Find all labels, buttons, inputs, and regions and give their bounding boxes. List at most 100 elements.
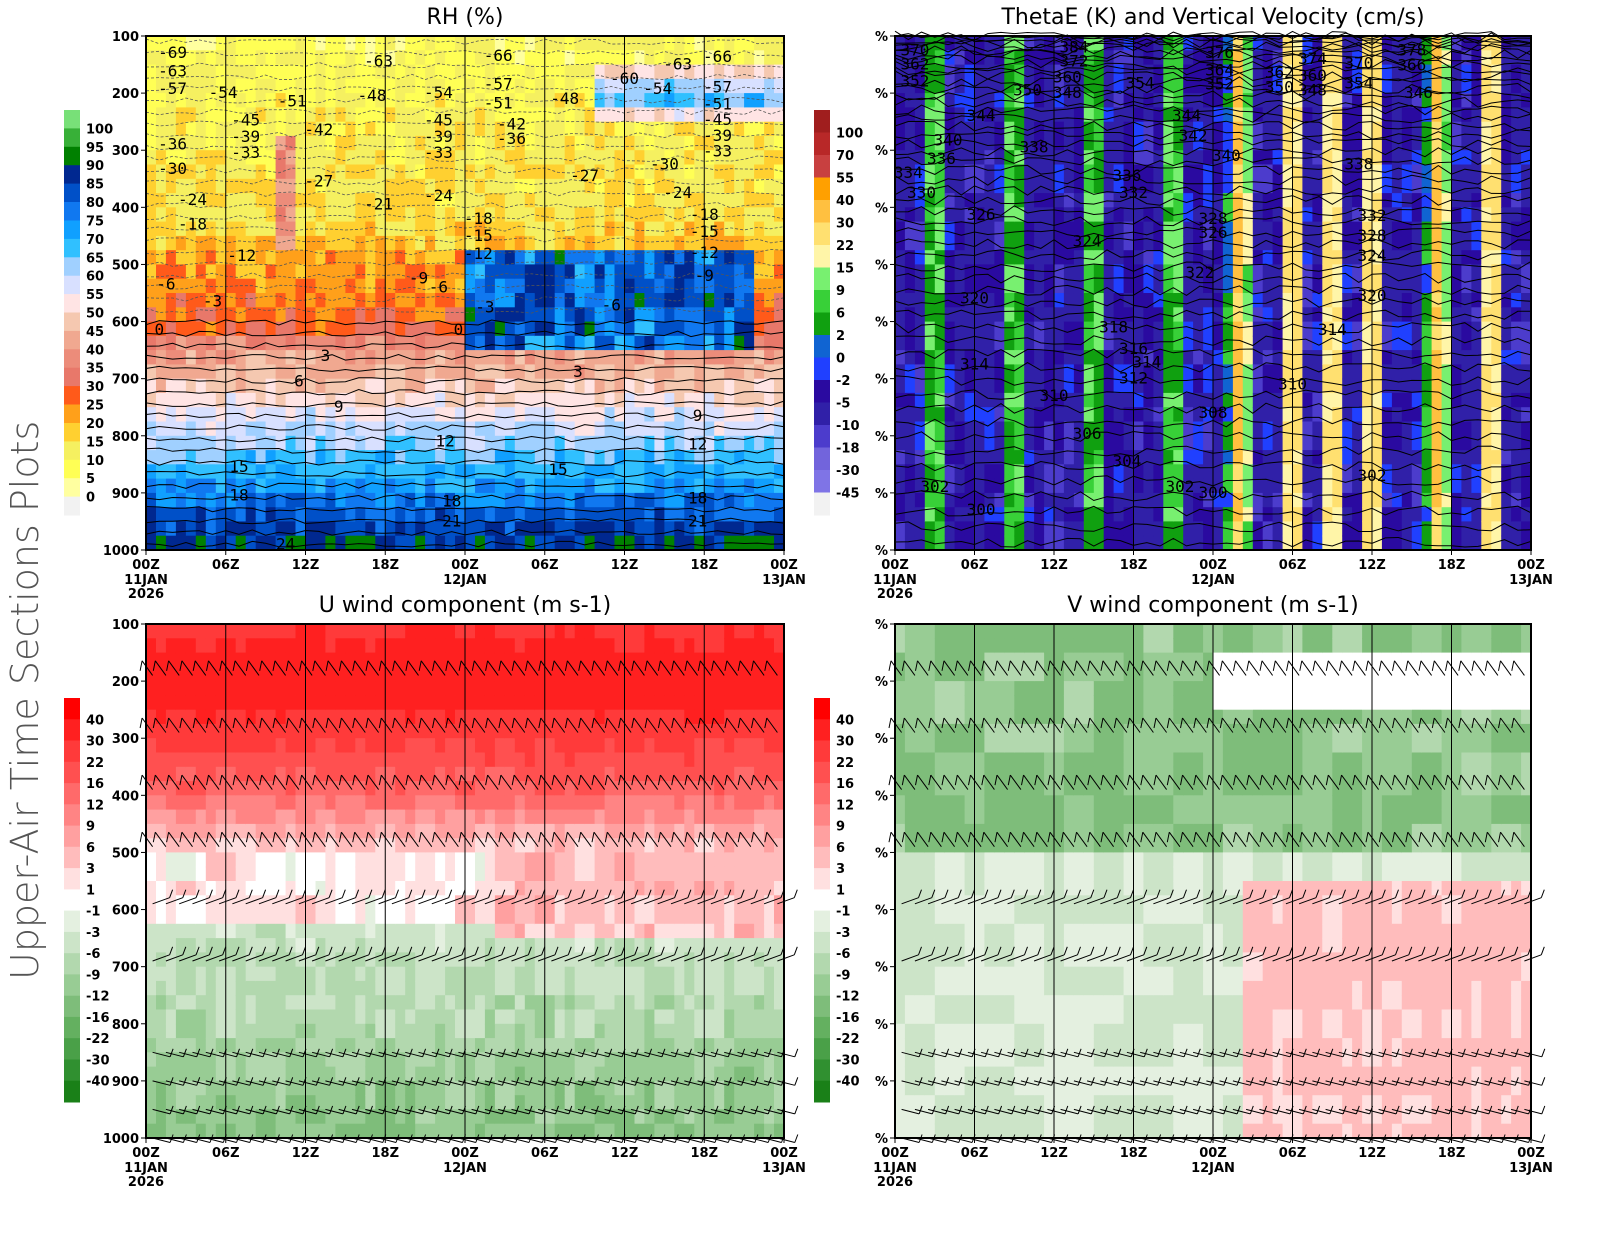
field-cell: [774, 364, 785, 380]
contour-label: -3: [475, 297, 494, 316]
field-cell: [654, 221, 665, 237]
field-cell: [375, 164, 386, 180]
field-cell: [235, 121, 247, 137]
field-cell: [165, 235, 177, 251]
field-cell: [624, 350, 636, 365]
field-cell: [1411, 478, 1423, 494]
contour-label: -6: [602, 296, 621, 315]
field-cell: [185, 435, 197, 451]
field-cell: [954, 107, 966, 123]
field-cell: [345, 307, 356, 323]
field-cell: [1421, 350, 1433, 365]
field-cell: [704, 521, 715, 537]
field-cell: [644, 435, 655, 451]
field-cell: [445, 378, 456, 394]
field-cell: [764, 221, 775, 237]
field-cell: [714, 178, 725, 194]
field-cell: [355, 492, 366, 508]
field-cell: [734, 435, 745, 451]
field-cell: [465, 521, 476, 537]
field-cell: [405, 93, 416, 108]
field-cell: [395, 178, 406, 194]
field-cell: [594, 392, 606, 408]
field-cell: [624, 264, 636, 280]
field-cell: [714, 250, 725, 266]
field-cell: [1004, 464, 1015, 480]
field-cell: [1471, 221, 1482, 237]
field-cell: [415, 492, 426, 508]
field-cell: [604, 492, 616, 508]
field-cell: [504, 307, 516, 323]
field-cell: [425, 107, 436, 123]
contour-label: 352: [900, 72, 929, 91]
field-cell: [564, 164, 576, 180]
field-cell: [1421, 392, 1433, 408]
field-cell: [744, 364, 755, 380]
field-cell: [494, 107, 506, 123]
field-cell: [285, 64, 297, 80]
field-cell: [604, 478, 616, 494]
field-cell: [1312, 135, 1323, 151]
field-cell: [435, 64, 446, 80]
y-tick-label: 500: [112, 258, 139, 273]
field-cell: [1501, 378, 1512, 394]
field-cell: [225, 535, 237, 551]
field-cell: [1083, 335, 1095, 351]
field-cell: [634, 464, 646, 480]
field-cell: [475, 207, 486, 223]
contour-label: 366: [1397, 56, 1426, 75]
contour-label: 326: [967, 205, 996, 224]
field-cell: [1372, 264, 1383, 280]
field-cell: [255, 121, 267, 137]
field-cell: [614, 535, 626, 551]
field-cell: [395, 335, 406, 351]
field-cell: [714, 378, 725, 394]
field-cell: [465, 278, 476, 294]
field-cell: [744, 307, 755, 323]
field-cell: [704, 450, 715, 465]
field-cell: [195, 221, 207, 237]
field-cell: [375, 50, 386, 66]
field-cell: [624, 50, 636, 66]
field-cell: [1471, 321, 1482, 337]
field-cell: [1232, 407, 1244, 423]
field-cell: [475, 464, 486, 480]
field-cell: [904, 235, 916, 251]
field-cell: [215, 164, 227, 180]
field-cell: [584, 93, 596, 108]
field-cell: [1342, 235, 1353, 251]
contour-label: 336: [927, 149, 956, 168]
field-cell: [1183, 321, 1194, 337]
field-cell: [1491, 350, 1502, 365]
field-cell: [1481, 392, 1492, 408]
field-cell: [405, 193, 416, 208]
field-cell: [225, 107, 237, 123]
field-cell: [514, 507, 526, 523]
field-cell: [1372, 321, 1383, 337]
field-cell: [754, 293, 765, 308]
field-cell: [245, 193, 257, 208]
field-cell: [1401, 293, 1413, 308]
field-cell: [265, 392, 277, 408]
field-cell: [265, 521, 277, 537]
field-cell: [275, 435, 287, 451]
field-cell: [1222, 293, 1234, 308]
field-cell: [504, 521, 516, 537]
field-cell: [235, 307, 247, 323]
field-cell: [146, 293, 157, 308]
field-cell: [375, 350, 386, 365]
field-cell: [504, 435, 516, 451]
field-cell: [445, 492, 456, 508]
field-cell: [504, 507, 516, 523]
field-cell: [215, 150, 227, 166]
field-cell: [1391, 150, 1403, 166]
field-cell: [365, 435, 376, 451]
field-cell: [1292, 350, 1303, 365]
field-cell: [704, 64, 715, 80]
field-cell: [265, 221, 277, 237]
field-cell: [255, 107, 267, 123]
field-cell: [494, 407, 506, 423]
field-cell: [1441, 378, 1453, 394]
field-cell: [365, 450, 376, 465]
field-cell: [285, 535, 297, 551]
